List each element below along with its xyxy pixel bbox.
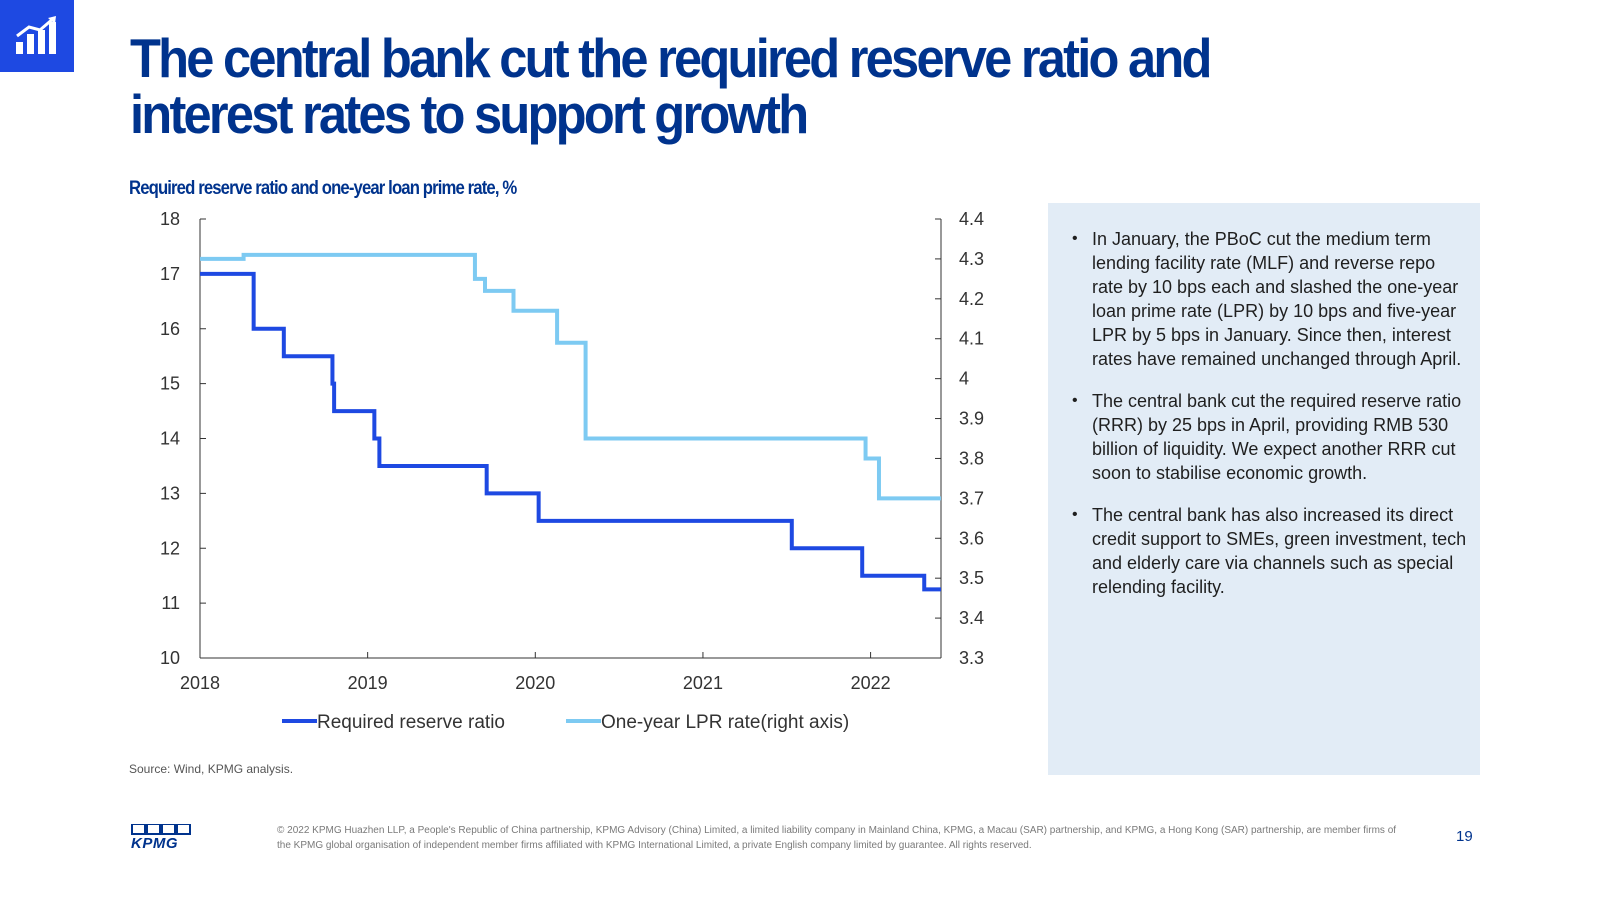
right-y-tick-label: 3.4 xyxy=(959,608,984,628)
commentary-panel: In January, the PBoC cut the medium term… xyxy=(1048,203,1480,775)
right-y-tick-label: 4.3 xyxy=(959,249,984,269)
page-number: 19 xyxy=(1456,828,1473,845)
commentary-bullet: The central bank cut the required reserv… xyxy=(1072,389,1470,485)
left-y-tick-label: 15 xyxy=(160,374,180,394)
commentary-bullet: In January, the PBoC cut the medium term… xyxy=(1072,227,1470,371)
left-y-tick-label: 13 xyxy=(160,483,180,503)
x-tick-label: 2022 xyxy=(851,673,891,693)
section-logo xyxy=(0,0,74,72)
right-y-tick-label: 4 xyxy=(959,369,969,389)
x-tick-label: 2021 xyxy=(683,673,723,693)
commentary-list: In January, the PBoC cut the medium term… xyxy=(1072,227,1470,599)
legend-label: Required reserve ratio xyxy=(317,712,505,733)
right-y-tick-label: 4.2 xyxy=(959,289,984,309)
left-y-tick-label: 11 xyxy=(161,593,180,613)
right-y-tick-label: 3.7 xyxy=(959,488,984,508)
page-title: The central bank cut the required reserv… xyxy=(130,27,1212,145)
right-y-tick-label: 3.3 xyxy=(959,648,984,668)
copyright-notice: © 2022 KPMG Huazhen LLP, a People's Repu… xyxy=(277,825,1397,851)
left-y-tick-label: 17 xyxy=(160,264,180,284)
right-y-tick-label: 4.4 xyxy=(959,209,984,229)
kpmg-logo-text: KPMG xyxy=(131,835,178,850)
rrr-series-line xyxy=(200,271,941,592)
x-tick-label: 2019 xyxy=(348,673,388,693)
right-y-tick-label: 3.6 xyxy=(959,528,984,548)
right-y-tick-label: 3.5 xyxy=(959,568,984,588)
chart-title: Required reserve ratio and one-year loan… xyxy=(129,178,517,199)
source-note: Source: Wind, KPMG analysis. xyxy=(129,762,294,776)
left-y-tick-label: 10 xyxy=(160,648,180,668)
x-tick-label: 2018 xyxy=(180,673,220,693)
rrr-lpr-chart: 10 11 12 13 14 15 16 17 18 3.3 3.4 3.5 3.6 3.7 3.8 3.9 4… xyxy=(160,209,984,733)
left-y-tick-label: 18 xyxy=(160,209,180,229)
left-y-tick-label: 16 xyxy=(160,319,180,339)
right-y-tick-label: 3.9 xyxy=(959,409,984,429)
x-tick-label: 2020 xyxy=(515,673,555,693)
commentary-bullet: The central bank has also increased its … xyxy=(1072,503,1470,599)
left-y-tick-label: 14 xyxy=(160,429,180,449)
lpr-series-line xyxy=(200,252,941,501)
kpmg-logo: KPMG xyxy=(131,824,191,850)
right-y-tick-label: 3.8 xyxy=(959,448,984,468)
left-y-tick-label: 12 xyxy=(160,538,180,558)
legend-label: One-year LPR rate(right axis) xyxy=(601,712,849,733)
right-y-tick-label: 4.1 xyxy=(959,329,984,349)
bar-chart-growth-icon xyxy=(16,16,56,54)
